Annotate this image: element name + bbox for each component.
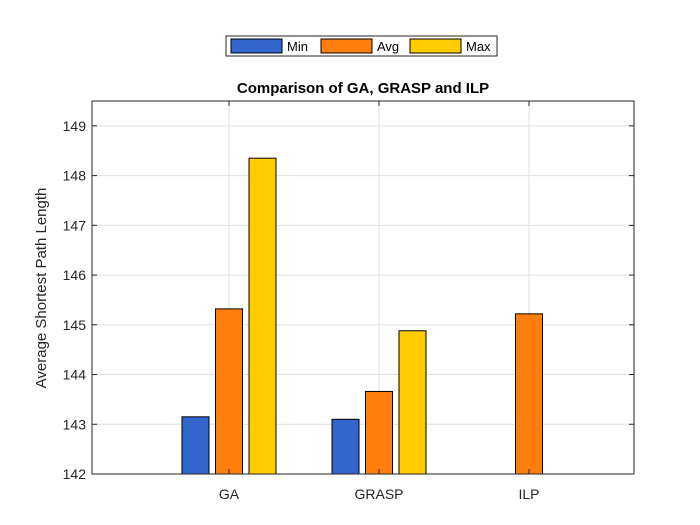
y-tick-label: 142 xyxy=(63,466,87,482)
bar-min-ga xyxy=(181,416,210,475)
x-tick-label: GRASP xyxy=(354,486,403,502)
legend-label-avg: Avg xyxy=(377,39,399,54)
bar-max-ga xyxy=(248,157,277,475)
axes-box xyxy=(91,100,635,475)
y-tick-label: 145 xyxy=(63,317,87,333)
legend: Min Avg Max xyxy=(225,35,498,57)
legend-swatch-min xyxy=(230,38,283,54)
y-tick-label: 147 xyxy=(63,217,87,233)
y-tick-label: 148 xyxy=(63,168,87,184)
bar-avg-ga xyxy=(215,308,243,475)
bar-min-grasp xyxy=(331,418,360,475)
x-tick-label: GA xyxy=(219,486,240,502)
y-axis-label: Average Shortest Path Length xyxy=(33,188,50,389)
chart-title: Comparison of GA, GRASP and ILP xyxy=(237,80,489,97)
x-tick-label: ILP xyxy=(518,486,539,502)
y-tick-label: 144 xyxy=(63,367,87,383)
y-tick-label: 149 xyxy=(63,118,87,134)
y-tick-label: 146 xyxy=(63,267,87,283)
legend-label-max: Max xyxy=(466,39,491,54)
bar-avg-ilp xyxy=(515,313,543,475)
y-tick-label: 143 xyxy=(63,416,87,432)
legend-swatch-avg xyxy=(320,38,373,54)
bar-max-grasp xyxy=(398,330,427,475)
legend-label-min: Min xyxy=(287,39,308,54)
bar-avg-grasp xyxy=(365,390,393,475)
legend-swatch-max xyxy=(409,38,462,54)
plot-area xyxy=(92,101,634,474)
